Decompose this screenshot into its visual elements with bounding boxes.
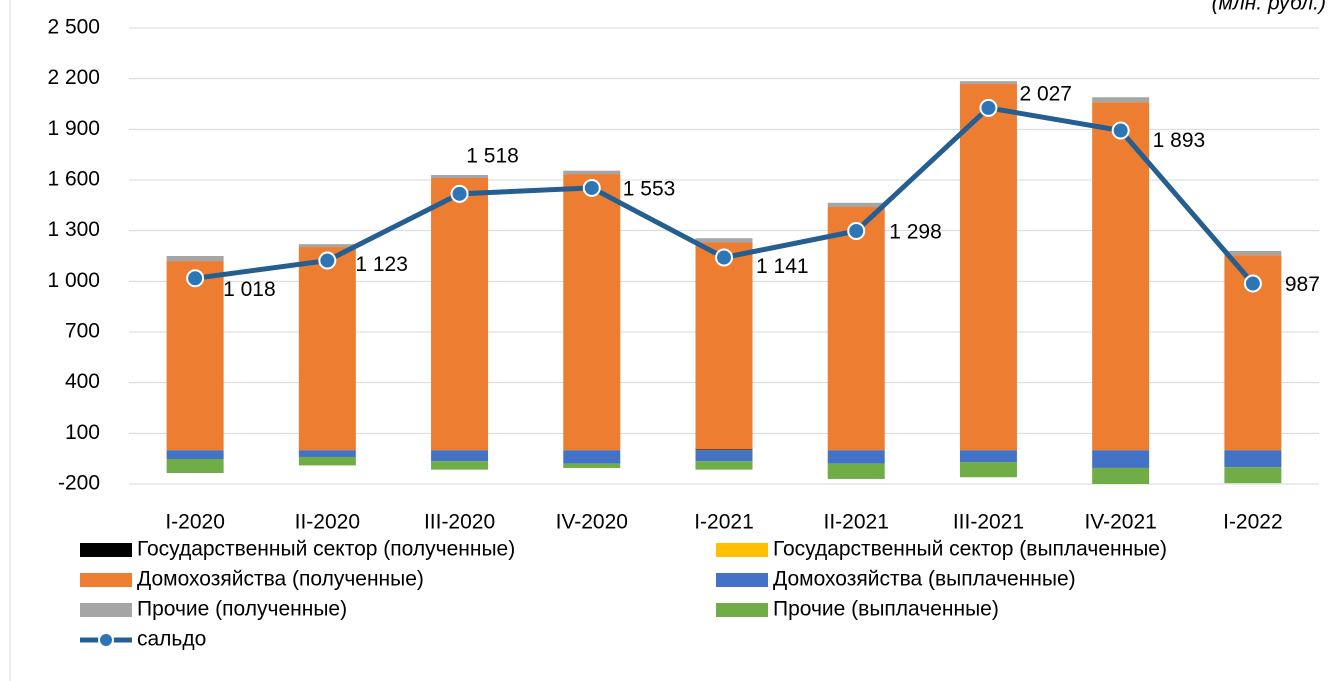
bar-segment: [431, 174, 489, 178]
saldo-marker: [318, 251, 337, 270]
legend-swatch: [80, 543, 132, 557]
bar-segment: [827, 450, 885, 464]
bar-segment: [166, 261, 224, 451]
bar-segment: [563, 450, 621, 464]
bar-segment: [827, 202, 885, 208]
y-tick-label: 400: [65, 370, 100, 393]
bar-segment: [166, 459, 224, 474]
y-tick-label: 100: [65, 421, 100, 444]
legend-swatch: [716, 603, 768, 617]
bar-segment: [827, 207, 885, 451]
data-label: 1 141: [756, 255, 809, 278]
bar-segment: [166, 450, 224, 460]
x-tick-label: III-2021: [953, 511, 1024, 534]
saldo-marker: [847, 222, 866, 241]
saldo-marker: [186, 269, 205, 288]
data-label: 1 553: [623, 177, 676, 200]
x-tick-label: I-2021: [694, 511, 754, 534]
y-tick-label: 1 000: [47, 269, 100, 292]
bar-segment: [695, 242, 753, 450]
y-tick-label: 2 500: [47, 16, 100, 39]
bar-segment: [298, 450, 356, 457]
bar-segment: [1092, 97, 1150, 103]
x-tick-label: I-2020: [165, 511, 225, 534]
x-tick-label: II-2020: [295, 511, 360, 534]
x-tick-label: I-2022: [1223, 511, 1283, 534]
bar-segment: [298, 244, 356, 248]
y-tick-label: 1 600: [47, 168, 100, 191]
legend-label: Домохозяйства (полученные): [137, 568, 424, 591]
bar-segment: [959, 462, 1017, 478]
data-label: 1 298: [889, 221, 942, 244]
legend-marker: [98, 632, 114, 648]
saldo-marker: [450, 184, 469, 203]
saldo-marker: [1243, 274, 1262, 293]
x-tick-label: IV-2020: [556, 511, 628, 534]
bar-segment: [1224, 450, 1282, 468]
y-tick-label: 1 900: [47, 117, 100, 140]
bar-segment: [695, 450, 753, 462]
bar-segment: [1224, 250, 1282, 256]
bar-segment: [959, 450, 1017, 463]
y-tick-label: 700: [65, 320, 100, 343]
bar-segment: [959, 83, 1017, 451]
bar-segment: [1092, 450, 1150, 468]
data-label: 1 893: [1153, 129, 1206, 152]
saldo-marker: [979, 98, 998, 117]
bar-segment: [431, 450, 489, 462]
y-tick-label: 1 300: [47, 218, 100, 241]
y-tick-label: -200: [58, 472, 100, 495]
legend-swatch: [716, 543, 768, 557]
bar-segment: [695, 238, 753, 243]
bar-segment: [563, 174, 621, 451]
x-tick-label: IV-2021: [1084, 511, 1156, 534]
bar-segment: [1224, 467, 1282, 484]
bar-segment: [166, 256, 224, 262]
data-label: 1 123: [355, 253, 408, 276]
saldo-marker: [1111, 121, 1130, 140]
bar-segment: [563, 463, 621, 468]
bar-segment: [695, 461, 753, 470]
data-label: 1 018: [223, 278, 276, 301]
legend-label: Прочие (полученные): [137, 598, 347, 621]
saldo-marker: [715, 248, 733, 267]
unit-note: (млн. рубл.): [1212, 0, 1326, 15]
legend-label: Прочие (выплаченные): [773, 598, 999, 621]
legend-swatch: [80, 573, 132, 587]
x-tick-label: II-2021: [824, 511, 889, 534]
bar-segment: [431, 461, 489, 470]
legend-label: Государственный сектор (выплаченные): [773, 538, 1167, 561]
data-label: 2 027: [1019, 82, 1072, 105]
data-label: 987: [1285, 273, 1320, 296]
legend-label: Домохозяйства (выплаченные): [773, 568, 1076, 591]
bar-segment: [1092, 102, 1150, 451]
bar-segment: [1092, 467, 1150, 484]
bar-segment: [959, 81, 1017, 84]
legend-swatch: [80, 603, 132, 617]
legend-label: сальдо: [137, 628, 206, 651]
bar-segment: [827, 463, 885, 479]
legend-label: Государственный сектор (полученные): [137, 538, 515, 561]
saldo-marker: [582, 178, 601, 197]
bar-segment: [695, 449, 753, 451]
data-label: 1 518: [466, 144, 519, 167]
legend-swatch: [716, 573, 768, 587]
x-tick-label: III-2020: [424, 511, 495, 534]
bar-segment: [563, 170, 621, 175]
bar-segment: [298, 247, 356, 451]
y-tick-label: 2 200: [47, 66, 100, 89]
bar-segment: [431, 177, 489, 451]
bar-segment: [298, 456, 356, 466]
